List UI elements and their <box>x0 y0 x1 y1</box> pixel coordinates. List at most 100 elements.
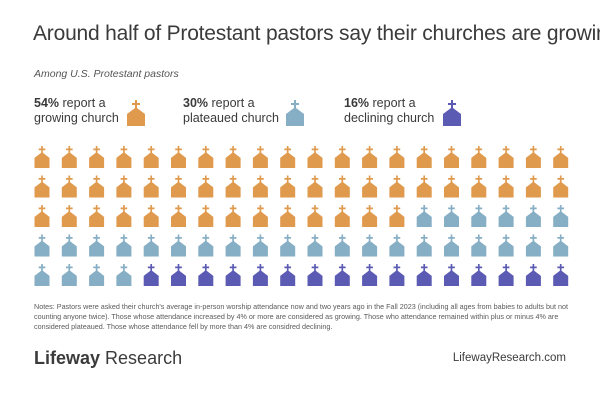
church-icon-growing-church <box>362 146 378 168</box>
legend-plateaued: 30% report a plateaued church <box>183 96 313 132</box>
church-icon-plateaued-church <box>143 234 159 257</box>
church-icon-growing-church <box>198 205 214 227</box>
church-icon-plateaued-church <box>307 234 323 257</box>
church-icon-plateaued-church <box>334 234 350 257</box>
church-icon-declining-church <box>471 264 487 286</box>
church-icon-growing-church <box>389 146 405 168</box>
legend-growing-line1: report a <box>62 96 106 110</box>
church-icon-growing-church <box>389 175 405 198</box>
church-icon-growing-church <box>171 146 186 168</box>
church-icon-plateaued-church <box>471 234 487 257</box>
church-icon-plateaued-church <box>116 264 132 286</box>
church-icon-plateaued-church <box>498 234 514 257</box>
church-icon-growing-church <box>553 175 569 198</box>
church-icon-declining-church <box>389 264 405 286</box>
church-icon-growing-church <box>471 146 487 168</box>
church-icon-plateaued-church <box>61 264 77 286</box>
church-icon-plateaued-church <box>416 234 432 257</box>
church-icon-declining-church <box>525 264 541 286</box>
legend-declining: 16% report a declining church <box>344 96 474 132</box>
church-icon-growing-church <box>389 205 405 227</box>
church-icon-growing-church <box>471 175 487 198</box>
legend-plateaued-line2: plateaued church <box>183 111 279 125</box>
church-icon-declining-church <box>334 264 350 286</box>
church-icon-growing-church <box>280 175 296 198</box>
church-icon-growing-church <box>525 175 541 198</box>
logo-product: Research <box>105 348 183 368</box>
church-icon-growing-church <box>61 175 77 198</box>
church-icon-growing-church <box>498 175 514 198</box>
church-icon-growing-church <box>171 205 186 227</box>
logo-brand: Lifeway <box>34 348 101 368</box>
church-icon-growing-church <box>252 205 268 227</box>
church-icon-growing-church <box>334 205 350 227</box>
lifeway-logo: Lifeway Research <box>34 348 182 369</box>
legend-growing-pct: 54% <box>34 96 60 110</box>
church-icon-plateaued-church <box>198 234 214 257</box>
church-icon-growing-church <box>280 205 296 227</box>
website-url: LifewayResearch.com <box>452 352 566 364</box>
church-icon-growing-church <box>171 175 186 198</box>
church-icon-growing-church <box>61 205 77 227</box>
church-icon-growing-church <box>307 205 323 227</box>
church-icon-growing-church <box>89 175 105 198</box>
church-icon-plateaued-church <box>171 234 186 257</box>
church-icon-growing-church <box>307 175 323 198</box>
church-icon-growing-church <box>334 146 350 168</box>
church-icon-growing-church <box>525 146 541 168</box>
church-icon-growing-church <box>252 146 268 168</box>
church-icon-growing-church <box>553 146 569 168</box>
church-icon-growing-church <box>252 175 268 198</box>
church-icon-growing-church <box>198 175 214 198</box>
church-icon-growing-church <box>34 175 50 198</box>
church-icon-plateaued-church <box>89 234 105 257</box>
church-icon-growing-church <box>280 146 296 168</box>
church-icon-plateaued-church <box>498 205 514 227</box>
church-icon-declining-church <box>416 264 432 286</box>
church-icon-plateaued-church <box>280 234 296 257</box>
church-icon-growing-church <box>334 175 350 198</box>
church-icon-growing-church <box>498 146 514 168</box>
church-icon-growing-church <box>444 146 459 168</box>
legend-plateaued-pct: 30% <box>183 96 209 110</box>
church-icon-growing-church <box>416 146 432 168</box>
church-icon-plateaued-church <box>116 234 132 257</box>
church-icon-declining-church <box>444 264 459 286</box>
church-icon-plateaued-church <box>525 205 541 227</box>
church-icon-declining-church <box>280 264 296 286</box>
church-icon-growing-church <box>34 146 50 168</box>
church-icon-plateaued-church <box>61 234 77 257</box>
church-icon-declining-church <box>252 264 268 286</box>
legend-plateaued-line1: report a <box>211 96 255 110</box>
church-icon-plateaued-church <box>553 205 569 227</box>
church-icon-growing-church <box>143 146 159 168</box>
church-icon-declining-church <box>362 264 378 286</box>
church-icon-growing-church <box>307 146 323 168</box>
church-icon-declining-church <box>143 264 159 286</box>
church-icon-growing-church <box>444 175 459 198</box>
church-icon <box>286 100 304 126</box>
legend-declining-line2: declining church <box>344 111 435 125</box>
church-icon-plateaued-church <box>225 234 241 257</box>
legend-growing-line2: growing church <box>34 111 119 125</box>
church-icon <box>127 100 145 126</box>
church-icon-growing-church <box>61 146 77 168</box>
chart-notes: Notes: Pastors were asked their church's… <box>34 302 568 331</box>
church-icon-growing-church <box>198 146 214 168</box>
church-icon-declining-church <box>171 264 186 286</box>
church-icon-growing-church <box>362 205 378 227</box>
church-icon-growing-church <box>116 205 132 227</box>
church-icon-plateaued-church <box>416 205 432 227</box>
church-icon-growing-church <box>225 146 241 168</box>
church-icon-growing-church <box>225 205 241 227</box>
church-icon-growing-church <box>89 146 105 168</box>
church-icon-declining-church <box>498 264 514 286</box>
church-icon-growing-church <box>143 175 159 198</box>
church-icon-growing-church <box>34 205 50 227</box>
church-icon-growing-church <box>416 175 432 198</box>
church-icon-plateaued-church <box>389 234 405 257</box>
church-icon-plateaued-church <box>471 205 487 227</box>
church-icon-growing-church <box>116 175 132 198</box>
church-icon-plateaued-church <box>34 234 50 257</box>
